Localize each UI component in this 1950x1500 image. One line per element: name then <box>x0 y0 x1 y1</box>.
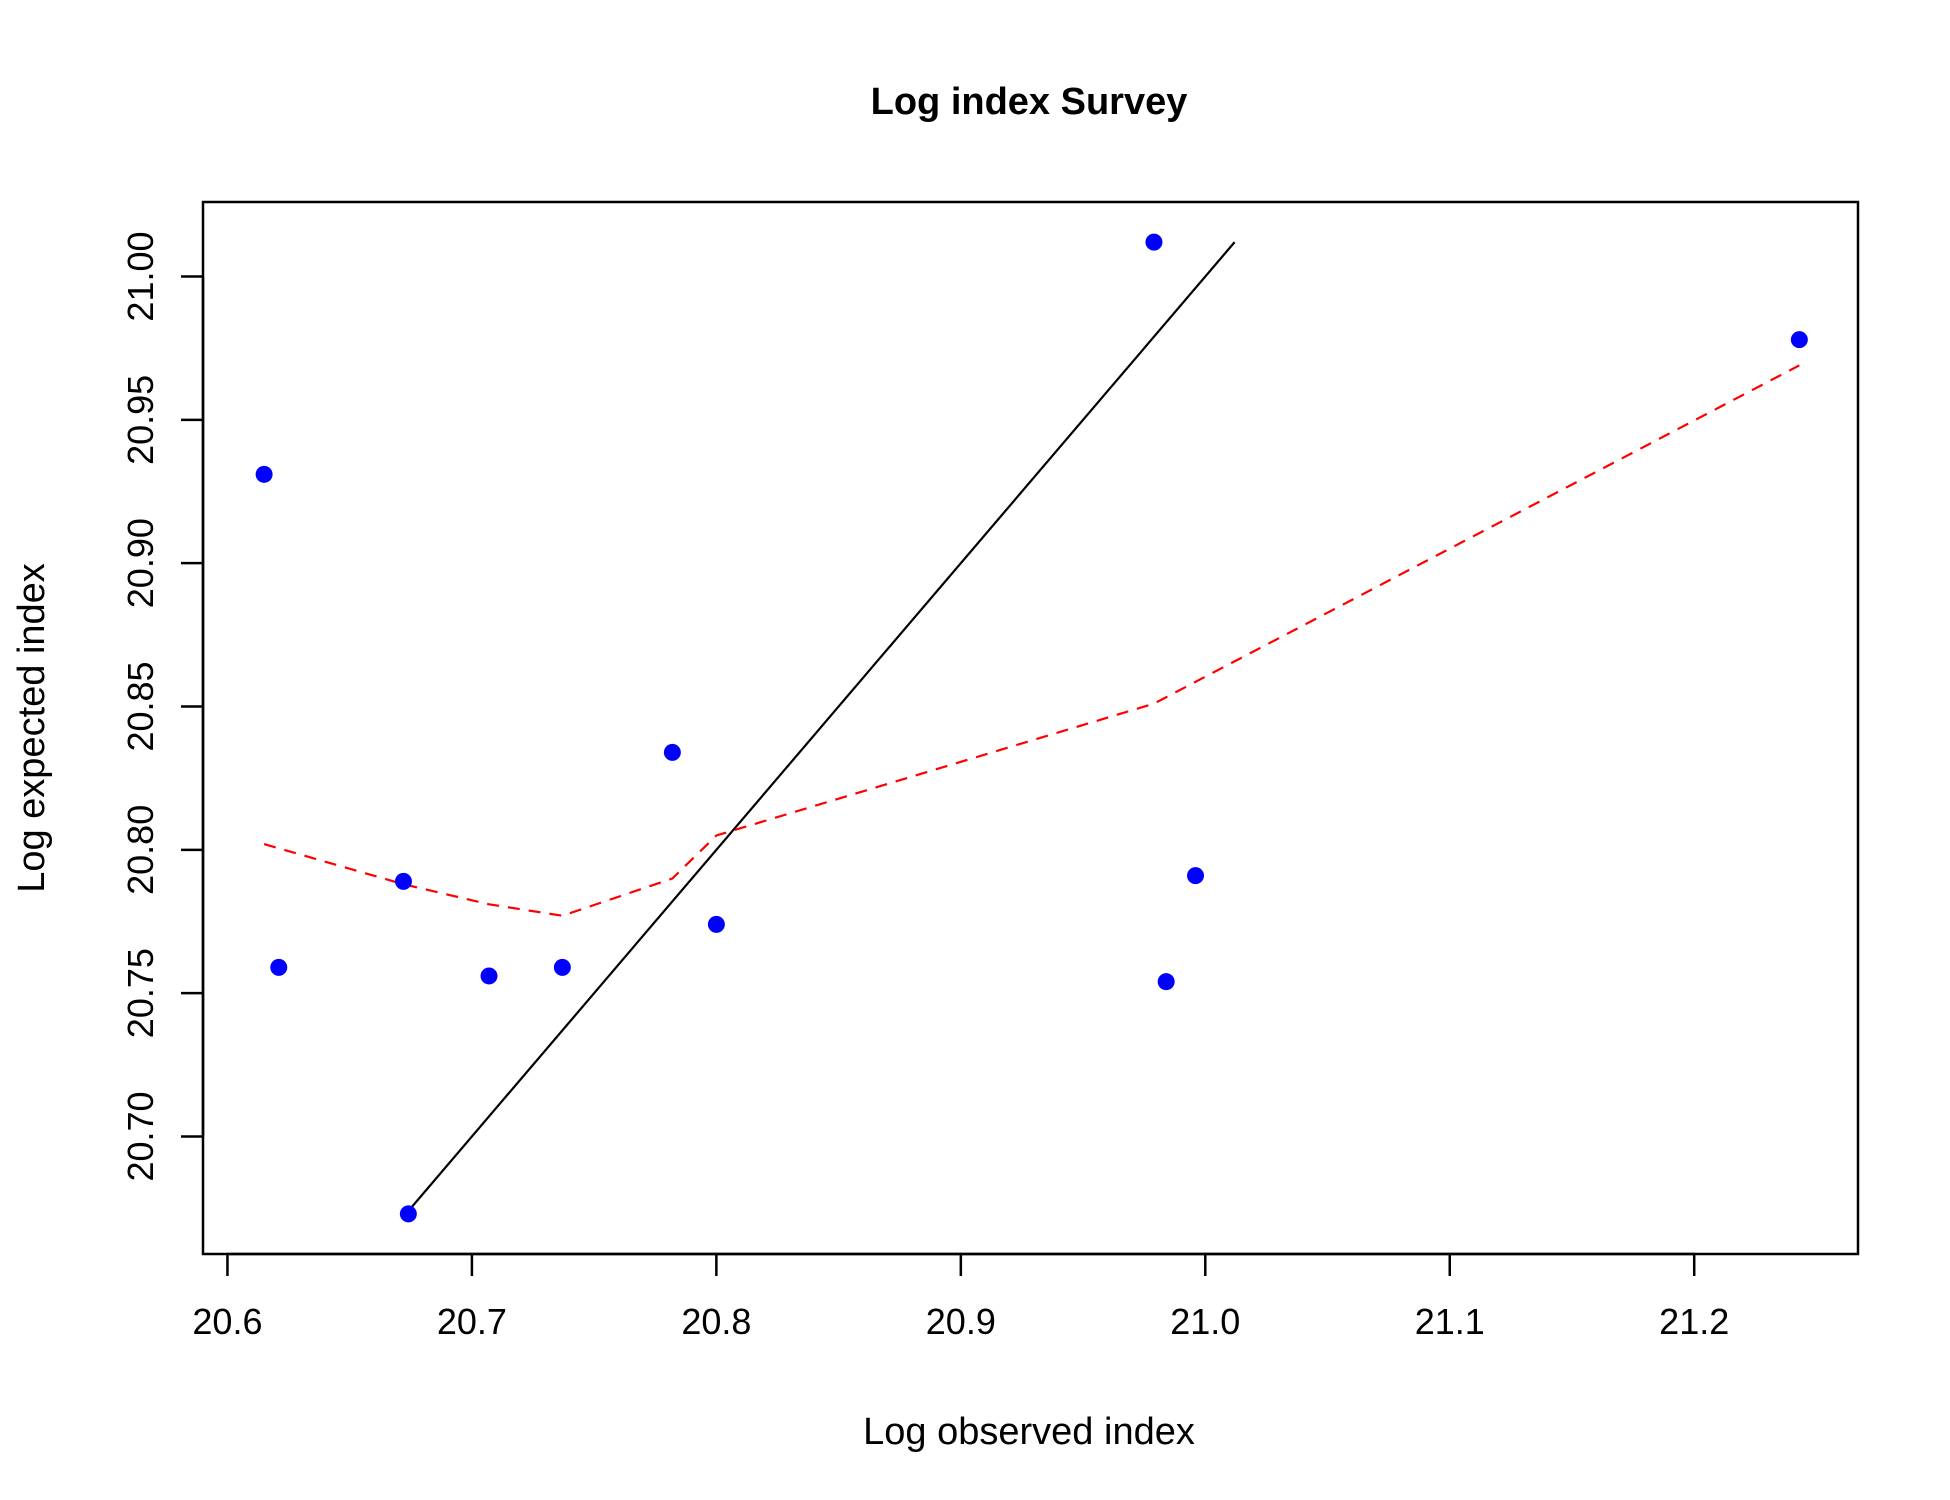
x-tick-label: 20.8 <box>681 1301 751 1342</box>
data-point <box>1145 233 1163 251</box>
x-tick-label: 21.1 <box>1415 1301 1485 1342</box>
data-point <box>553 958 571 976</box>
x-tick-label: 20.7 <box>437 1301 507 1342</box>
y-tick-label: 20.85 <box>120 661 161 751</box>
data-point <box>270 958 288 976</box>
identity-line <box>405 241 1236 1215</box>
y-tick-label: 20.95 <box>120 375 161 465</box>
plot-lines <box>263 241 1800 1215</box>
data-point <box>255 465 273 483</box>
data-point <box>1187 867 1205 885</box>
y-tick-label: 21.00 <box>120 231 161 321</box>
y-tick-label: 20.75 <box>120 948 161 1038</box>
data-point <box>663 743 681 761</box>
data-point <box>394 872 412 890</box>
y-axis-label: Log expected index <box>11 563 53 893</box>
data-point <box>1790 331 1808 349</box>
x-tick-label: 20.6 <box>192 1301 262 1342</box>
data-point <box>399 1205 417 1223</box>
y-tick-label: 20.80 <box>120 805 161 895</box>
data-point <box>480 967 498 985</box>
x-axis: 20.6 20.7 20.8 20.9 21.0 21.1 21.2 <box>192 1252 1729 1342</box>
x-axis-label: Log observed index <box>863 1411 1195 1453</box>
y-axis: 20.70 20.75 20.80 20.85 20.90 20.95 21.00 <box>120 231 205 1182</box>
data-points <box>255 233 1808 1223</box>
data-point <box>1157 973 1175 991</box>
plot-frame <box>201 200 1860 1256</box>
chart-title: Log index Survey <box>871 81 1188 123</box>
trend-line-dashed <box>263 364 1800 917</box>
x-tick-label: 21.0 <box>1170 1301 1240 1342</box>
x-tick-label: 21.2 <box>1659 1301 1729 1342</box>
y-tick-label: 20.70 <box>120 1091 161 1181</box>
y-tick-label: 20.90 <box>120 518 161 608</box>
data-point <box>707 915 725 933</box>
x-tick-label: 20.9 <box>926 1301 996 1342</box>
